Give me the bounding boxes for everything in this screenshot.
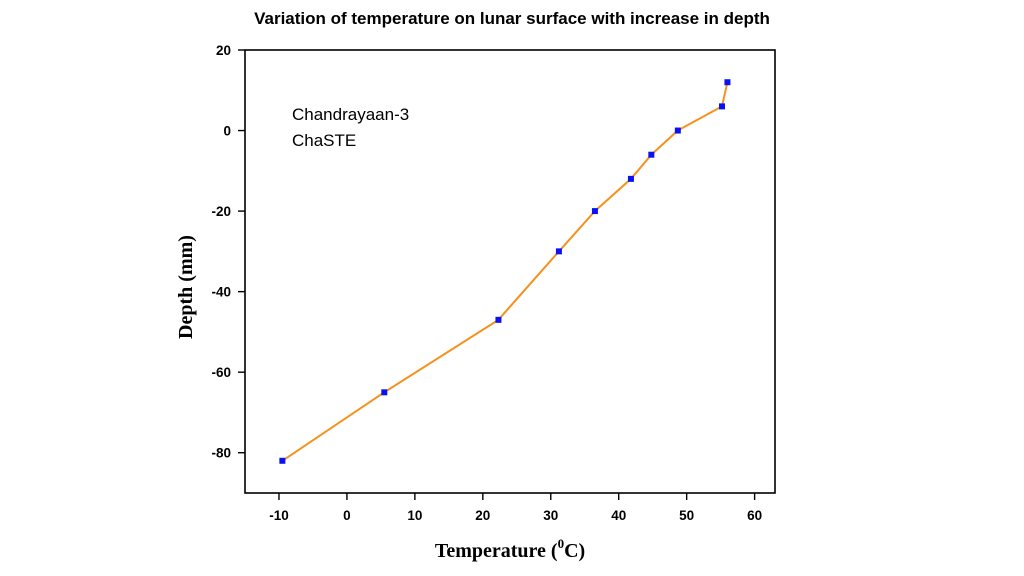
data-point [674,127,681,134]
y-tick-label: -60 [211,365,231,380]
y-tick-label: -40 [211,285,231,300]
data-point [555,248,562,255]
data-point [279,457,286,464]
data-point [591,208,598,215]
annotation-mission: Chandrayaan-3 [292,105,409,124]
data-point [381,389,388,396]
annotation-instrument: ChaSTE [292,131,356,150]
data-point [719,103,725,110]
x-axis-label-unit: C) [564,540,585,562]
x-tick-label: 30 [543,508,558,523]
y-tick-label: 20 [216,43,231,58]
x-axis: -10 0 10 20 30 40 50 60 [269,493,762,523]
y-tick-label: 0 [223,124,231,139]
x-tick-label: 10 [407,508,422,523]
x-tick-label: 40 [611,508,626,523]
x-axis-label-main: Temperature ( [435,540,558,562]
x-tick-label: 0 [343,508,351,523]
x-axis-label: Temperature (0C) [435,536,585,562]
x-tick-label: 60 [747,508,762,523]
series-line [281,81,729,462]
plot-area [244,49,776,494]
data-point [495,316,502,323]
x-tick-label: 20 [475,508,490,523]
chart-title: Variation of temperature on lunar surfac… [254,9,770,28]
x-tick-label: -10 [269,508,289,523]
x-tick-label: 50 [679,508,694,523]
y-axis-label: Depth (mm) [175,235,197,339]
series-layer [279,79,731,464]
x-axis-label-superscript: 0 [558,536,565,551]
data-point [648,151,655,158]
data-point [627,175,634,182]
data-point [724,79,731,86]
y-tick-label: -80 [211,446,231,461]
y-axis: 20 0 -20 -40 -60 -80 [211,43,245,461]
y-tick-label: -20 [211,204,231,219]
